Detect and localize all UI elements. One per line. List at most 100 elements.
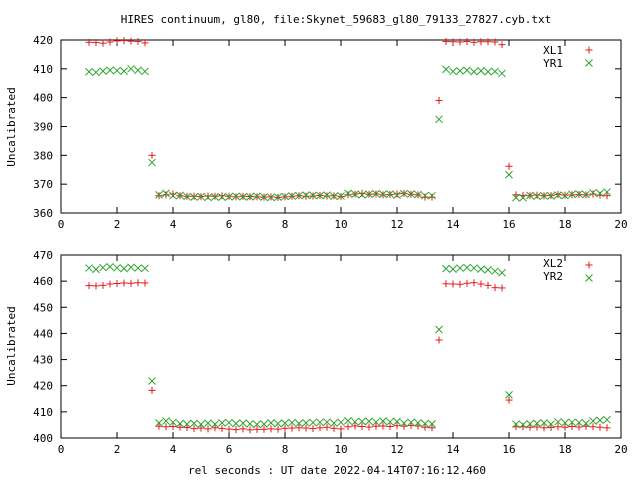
data-point: [127, 64, 135, 73]
data-point: [491, 67, 499, 76]
data-point: [463, 263, 471, 272]
data-point: [120, 67, 128, 75]
data-point: [330, 419, 338, 427]
data-point: [288, 192, 296, 200]
data-point: [337, 418, 345, 427]
data-point: [568, 418, 576, 427]
data-point: [155, 192, 163, 200]
data-point: [540, 418, 548, 427]
y-tick-label: 450: [33, 301, 53, 314]
data-point: [113, 37, 121, 45]
data-point: [463, 279, 471, 287]
data-point: [421, 419, 429, 428]
legend-marker-yr1: [585, 59, 593, 67]
y-tick-label: 440: [33, 327, 53, 340]
data-point: [141, 279, 149, 287]
series-yr1: [85, 64, 611, 202]
data-point: [239, 425, 247, 433]
data-point: [603, 424, 611, 432]
data-point: [85, 264, 93, 272]
data-point: [288, 424, 296, 432]
data-point: [253, 192, 261, 201]
data-point: [428, 424, 436, 432]
data-point: [92, 265, 100, 274]
data-point: [246, 192, 254, 201]
data-point: [470, 279, 478, 287]
data-point: [169, 190, 177, 198]
data-point: [155, 190, 163, 199]
data-point: [421, 423, 429, 431]
data-point: [274, 193, 282, 201]
data-point: [449, 280, 457, 288]
data-point: [113, 263, 121, 272]
data-point: [407, 418, 415, 427]
data-point: [505, 396, 513, 404]
data-point: [407, 190, 415, 198]
data-point: [596, 423, 604, 431]
data-point: [547, 424, 555, 432]
data-point: [470, 67, 478, 76]
data-point: [456, 264, 464, 272]
legend-marker-xl2: [585, 261, 593, 269]
data-point: [519, 420, 527, 429]
data-point: [127, 37, 135, 45]
data-point: [169, 422, 177, 430]
x-tick-label: 4: [170, 218, 177, 231]
data-point: [533, 419, 541, 428]
data-point: [281, 424, 289, 432]
y-tick-label: 460: [33, 275, 53, 288]
data-point: [512, 420, 520, 428]
data-point: [421, 193, 429, 201]
data-point: [106, 38, 114, 46]
data-point: [295, 191, 303, 200]
data-point: [246, 426, 254, 434]
x-tick-label: 12: [390, 443, 403, 456]
x-tick-label: 2: [114, 218, 121, 231]
data-point: [106, 262, 114, 271]
data-point: [379, 417, 387, 425]
data-point: [106, 66, 114, 75]
data-point: [260, 193, 268, 201]
data-point: [603, 188, 611, 196]
data-point: [162, 423, 170, 431]
data-point: [337, 192, 345, 200]
data-point: [358, 189, 366, 197]
legend-marker: [585, 46, 593, 54]
data-point: [498, 284, 506, 292]
data-point: [533, 192, 541, 201]
data-point: [218, 418, 226, 427]
data-point: [512, 193, 520, 202]
data-point: [155, 418, 163, 427]
data-point: [491, 267, 499, 276]
y-tick-label: 400: [33, 432, 53, 445]
data-point: [176, 419, 184, 428]
data-point: [323, 191, 331, 199]
data-point: [211, 420, 219, 428]
data-point: [435, 115, 443, 124]
data-point: [330, 424, 338, 432]
data-point: [589, 188, 597, 197]
data-point: [176, 191, 184, 200]
data-point: [120, 37, 128, 45]
y-tick-label: 400: [33, 92, 53, 105]
data-point: [274, 425, 282, 433]
data-point: [99, 263, 107, 272]
data-point: [596, 189, 604, 198]
data-point: [225, 418, 233, 427]
data-point: [372, 189, 380, 198]
data-point: [204, 192, 212, 200]
data-point: [428, 193, 436, 201]
x-tick-label: 14: [446, 218, 460, 231]
data-point: [568, 190, 576, 199]
data-point: [197, 420, 205, 429]
top-legend: XL1 YR1: [543, 44, 593, 70]
data-point: [575, 418, 583, 427]
x-tick-label: 6: [226, 218, 233, 231]
legend-label-xl2: XL2: [543, 257, 563, 270]
data-point: [456, 280, 464, 288]
data-point: [148, 386, 156, 394]
bottom-x-ticks: 0 2 4 6 8 10 12 14 16 18 20: [58, 255, 628, 456]
data-point: [393, 422, 401, 430]
data-point: [309, 425, 317, 433]
